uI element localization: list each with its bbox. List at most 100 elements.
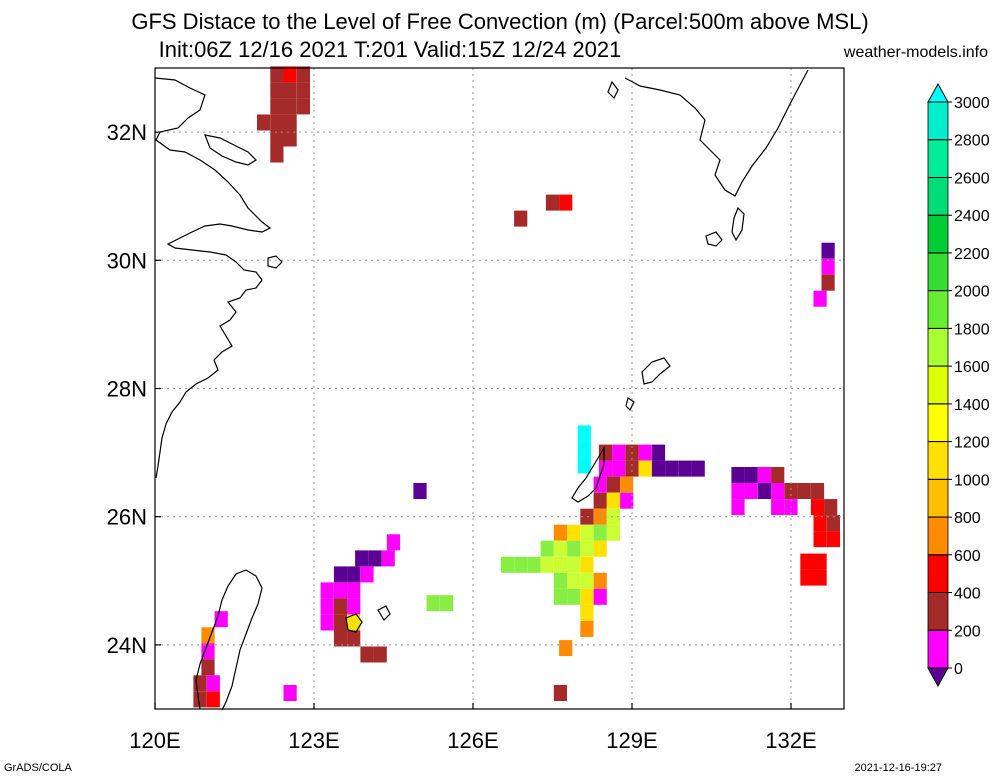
field-cell [731,499,745,516]
chart-title: GFS Distace to the Level of Free Convect… [131,9,869,34]
field-cell [567,588,581,605]
field-cell [651,460,666,477]
software-credit: GrADS/COLA [4,762,72,774]
field-cell [360,566,374,583]
field-cell [813,290,827,307]
grid-lines [155,68,844,709]
field-cell [731,483,745,499]
field-cell [567,540,581,557]
field-cell [638,444,652,461]
lon-tick-label: 123E [288,728,339,753]
field-cell [606,508,620,525]
field-cell [771,483,785,499]
field-cell [593,540,607,557]
field-cell [283,98,297,115]
field-cell [296,82,310,99]
field-cell [598,444,613,461]
field-cell [270,146,284,163]
field-cell [270,130,284,147]
field-cell [580,604,594,621]
lon-tick-label: 132E [765,728,816,753]
field-cell [320,614,334,631]
colorbar-swatch [927,365,949,405]
field-cell [826,531,840,548]
colorbar-swatch [927,629,949,669]
field-cell [553,556,567,573]
field-cell [678,460,692,477]
field-cell [625,460,639,477]
coastline-yakushima [705,231,723,247]
field-cell [368,550,382,567]
field-cell [593,572,607,589]
field-cell [527,556,541,573]
field-cell [559,640,573,657]
coastline-miyako [377,605,391,621]
field-cell [553,540,567,557]
field-cell [580,540,594,557]
site-label: weather-models.info [843,44,988,61]
field-cell [824,499,838,516]
field-cell [593,492,607,509]
field-cell [580,572,594,589]
field-cell [193,691,207,708]
colorbar-label: 600 [954,548,981,565]
colorbar-swatch [927,327,949,367]
field-cell [296,98,310,115]
coastline-tanegashima [731,206,745,242]
field-cell [201,659,215,676]
colorbar-swatch [927,290,949,329]
field-cell [821,274,835,291]
field-cell [347,582,361,599]
field-cell [757,467,772,483]
field-cell [333,566,348,583]
field-cell [593,588,607,605]
field-cell [553,572,567,589]
field-cell [386,534,401,551]
field-cell [347,566,361,583]
field-cell [810,499,825,516]
coastline-ishigaki [345,613,363,633]
colorbar-swatch [927,101,949,141]
field-cell [206,691,220,708]
field-cell [651,444,666,461]
coastline-amami [641,357,671,385]
colorbar-label: 2000 [954,284,990,301]
colorbar-swatch [927,592,949,631]
field-cell [201,643,215,660]
colorbar-swatch [927,478,949,518]
field-cell [567,572,581,589]
lat-tick-label: 32N [107,120,147,145]
field-cell [347,598,361,615]
field-cell [257,114,271,131]
field-cell [553,588,567,605]
field-cell [580,556,594,573]
field-cell [577,425,591,442]
coastline-zhoushan [267,255,283,269]
field-cell [514,556,528,573]
lon-tick-label: 126E [447,728,498,753]
field-cell [606,524,620,541]
field-cell [540,556,554,573]
colorbar-swatch [927,214,949,254]
coastlines [154,69,809,711]
colorbar-label: 2600 [954,170,990,187]
field-cell [545,194,560,211]
field-cell [567,524,581,541]
field-cell [500,556,514,573]
colorbar-swatch [927,441,949,480]
chart-subtitle: Init:06Z 12/16 2021 T:201 Valid:15Z 12/2… [158,37,622,62]
colorbar-label: 2400 [954,208,990,225]
colorbar-label: 800 [954,510,981,527]
lat-axis: 24N 26N 28N 30N 32N [107,120,161,658]
field-cell [270,98,284,115]
field-cell [320,582,334,599]
field-cell [800,569,814,586]
field-cell [606,492,620,509]
field-cell [201,627,215,644]
colorbar-arrow-low [927,667,949,688]
colorbar-label: 2200 [954,246,990,263]
field-cell [665,460,679,477]
field-cell [821,258,835,275]
field-cell [593,524,607,541]
field-cell [413,483,427,499]
